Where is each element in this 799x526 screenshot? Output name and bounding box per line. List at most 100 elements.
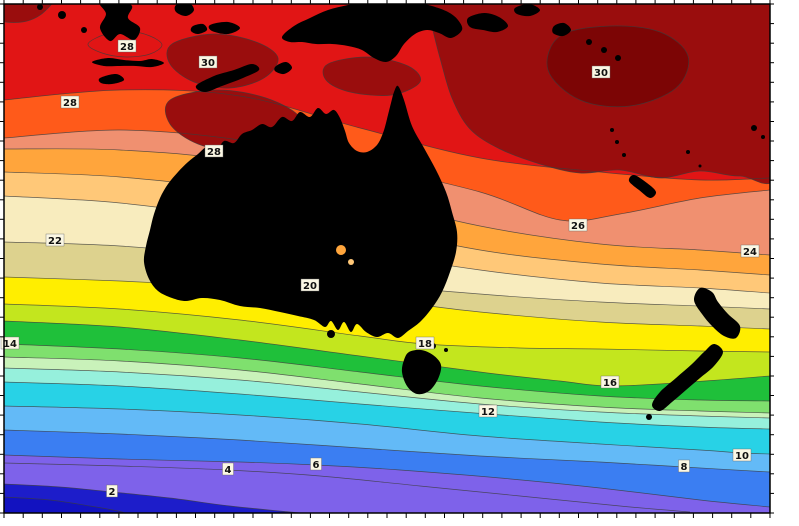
contour-label: 22 [45, 233, 65, 247]
contour-label-box [300, 278, 320, 292]
contour-line [4, 4, 53, 23]
contour-label-box [740, 244, 760, 258]
contour-label: 2 [106, 484, 118, 498]
contour-line [400, 4, 770, 184]
island-dot [686, 150, 690, 154]
contour-label-box [198, 55, 218, 69]
contour-line [166, 33, 279, 89]
contour-line [4, 356, 770, 414]
contour-label: 16 [600, 375, 620, 389]
contour-line [4, 367, 770, 419]
landmass-new-britain [466, 12, 509, 33]
island-dot [610, 128, 614, 132]
contour-label-box [591, 65, 611, 79]
landmass-new-caledonia [628, 174, 657, 199]
lake [348, 259, 354, 265]
contour-label-box [60, 95, 80, 109]
contour-label-text: 4 [225, 465, 232, 476]
contour-line [4, 405, 770, 455]
landmass-halmahera [174, 4, 195, 17]
island-dot [601, 47, 607, 53]
island-dot [698, 164, 702, 168]
island-dot [615, 140, 619, 144]
landmass-bougainville [552, 22, 572, 37]
warm-core-fill [546, 25, 689, 107]
contour-label: 28 [60, 95, 80, 109]
contour-label: 8 [678, 459, 690, 473]
landmass-seram [208, 21, 240, 35]
landmass-buru [190, 23, 208, 35]
contour-label-text: 24 [743, 247, 757, 258]
island-dot [586, 39, 592, 45]
contour-label-text: 6 [313, 460, 320, 471]
contour-label-text: 26 [571, 221, 585, 232]
contour-label-text: 22 [48, 236, 62, 247]
map-border [3, 3, 771, 514]
contour-line [546, 25, 690, 108]
landmass-timor [195, 64, 260, 92]
contour-label-text: 16 [603, 378, 617, 389]
contour-label-text: 18 [418, 339, 432, 350]
contour-label-box [45, 233, 65, 247]
contour-label-box [568, 218, 588, 232]
contour-line [4, 129, 770, 222]
contour-label: 6 [310, 457, 322, 471]
island-dot [646, 414, 652, 420]
contour-label-box [117, 39, 137, 53]
cold-core-fill [4, 497, 126, 513]
contour-label: 14 [0, 336, 20, 350]
contour-label-text: 20 [303, 281, 317, 292]
island-dot [761, 135, 765, 139]
island-dot [37, 4, 43, 10]
map-layers [4, 4, 770, 513]
contour-label: 30 [591, 65, 611, 79]
lake [336, 245, 346, 255]
landmass-tasmania [401, 349, 442, 395]
island-dot [81, 27, 87, 33]
landmass-lesser-sunda [91, 57, 164, 68]
contour-label-text: 12 [481, 407, 495, 418]
island-dot [615, 55, 621, 61]
contour-label-box [478, 404, 498, 418]
contour-label-box [222, 462, 234, 476]
contour-line [4, 483, 305, 513]
contour-label-box [732, 448, 752, 462]
island-dot [327, 330, 335, 338]
contour-label-text: 28 [120, 42, 134, 53]
contour-label: 28 [204, 144, 224, 158]
island-dot [751, 125, 757, 131]
contour-label-text: 30 [594, 68, 608, 79]
contour-label-box [415, 336, 435, 350]
contour-label-text: 28 [207, 147, 221, 158]
contour-line [322, 56, 421, 96]
contour-label-text: 10 [735, 451, 749, 462]
contour-line [4, 454, 770, 508]
contour-label-text: 14 [3, 339, 17, 350]
contour-line [4, 496, 127, 513]
contour-line [4, 429, 770, 473]
contour-label-text: 30 [201, 58, 215, 69]
landmass-sulawesi [99, 4, 141, 42]
contour-line [4, 462, 691, 513]
contour-label: 12 [478, 404, 498, 418]
contour-label-box [204, 144, 224, 158]
landmass-sumba [98, 73, 125, 85]
contour-label-box [678, 459, 690, 473]
warm-core-fill [322, 56, 421, 96]
landmass-new-ireland [514, 4, 541, 17]
landmass-tanimbar [274, 61, 293, 75]
contour-label: 26 [568, 218, 588, 232]
contour-label-box [0, 336, 20, 350]
contour-label-box [310, 457, 322, 471]
landmass-new-guinea [281, 4, 463, 63]
contour-label-text: 2 [109, 487, 116, 498]
contour-label: 28 [117, 39, 137, 53]
landmass-nz-south-island [652, 344, 723, 412]
island-dot [58, 11, 66, 19]
contour-label: 30 [198, 55, 218, 69]
island-dot [622, 153, 626, 157]
contour-label: 18 [415, 336, 435, 350]
contour-label-box [106, 484, 118, 498]
